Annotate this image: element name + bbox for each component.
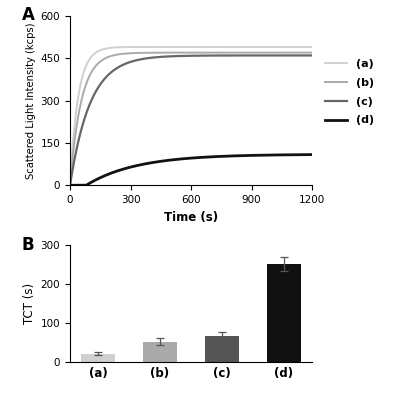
- Text: A: A: [22, 6, 34, 24]
- (c): [160, 55, 165, 59]
- (c): [310, 53, 314, 58]
- (a): [310, 45, 314, 49]
- Bar: [205, 336, 239, 362]
- (b): [68, 183, 72, 188]
- Bar: [81, 353, 115, 362]
- (c): [305, 53, 310, 58]
- Bar: [143, 341, 177, 362]
- (b): [310, 50, 314, 55]
- Legend: (a), (b), (c), (d): (a), (b), (c), (d): [325, 59, 374, 125]
- (c): [279, 53, 284, 58]
- (a): [305, 45, 310, 49]
- (a): [279, 45, 284, 49]
- (c): [171, 54, 176, 59]
- X-axis label: Time (s): Time (s): [164, 211, 218, 224]
- (c): [68, 183, 72, 188]
- (c): [110, 69, 114, 74]
- (d): [305, 152, 310, 157]
- (b): [305, 50, 310, 55]
- Line: (c): (c): [70, 55, 312, 185]
- (b): [160, 50, 165, 55]
- Line: (b): (b): [70, 53, 312, 185]
- (b): [110, 53, 114, 58]
- (d): [279, 152, 284, 157]
- Y-axis label: Scattered Light Intensity (kcps): Scattered Light Intensity (kcps): [26, 22, 36, 179]
- (d): [160, 159, 165, 164]
- (a): [171, 45, 176, 49]
- (d): [68, 183, 72, 188]
- Bar: [267, 264, 301, 362]
- (d): [95, 177, 100, 181]
- (a): [160, 45, 165, 49]
- Text: B: B: [22, 236, 34, 254]
- (a): [68, 183, 72, 188]
- (b): [95, 62, 100, 66]
- Y-axis label: TCT (s): TCT (s): [24, 283, 36, 324]
- (d): [110, 170, 114, 175]
- (b): [171, 50, 176, 55]
- (b): [279, 50, 284, 55]
- (a): [110, 45, 114, 50]
- (d): [310, 152, 314, 157]
- Line: (d): (d): [70, 154, 312, 185]
- (d): [171, 157, 176, 162]
- (c): [95, 86, 100, 91]
- Line: (a): (a): [70, 47, 312, 185]
- (a): [95, 49, 100, 54]
